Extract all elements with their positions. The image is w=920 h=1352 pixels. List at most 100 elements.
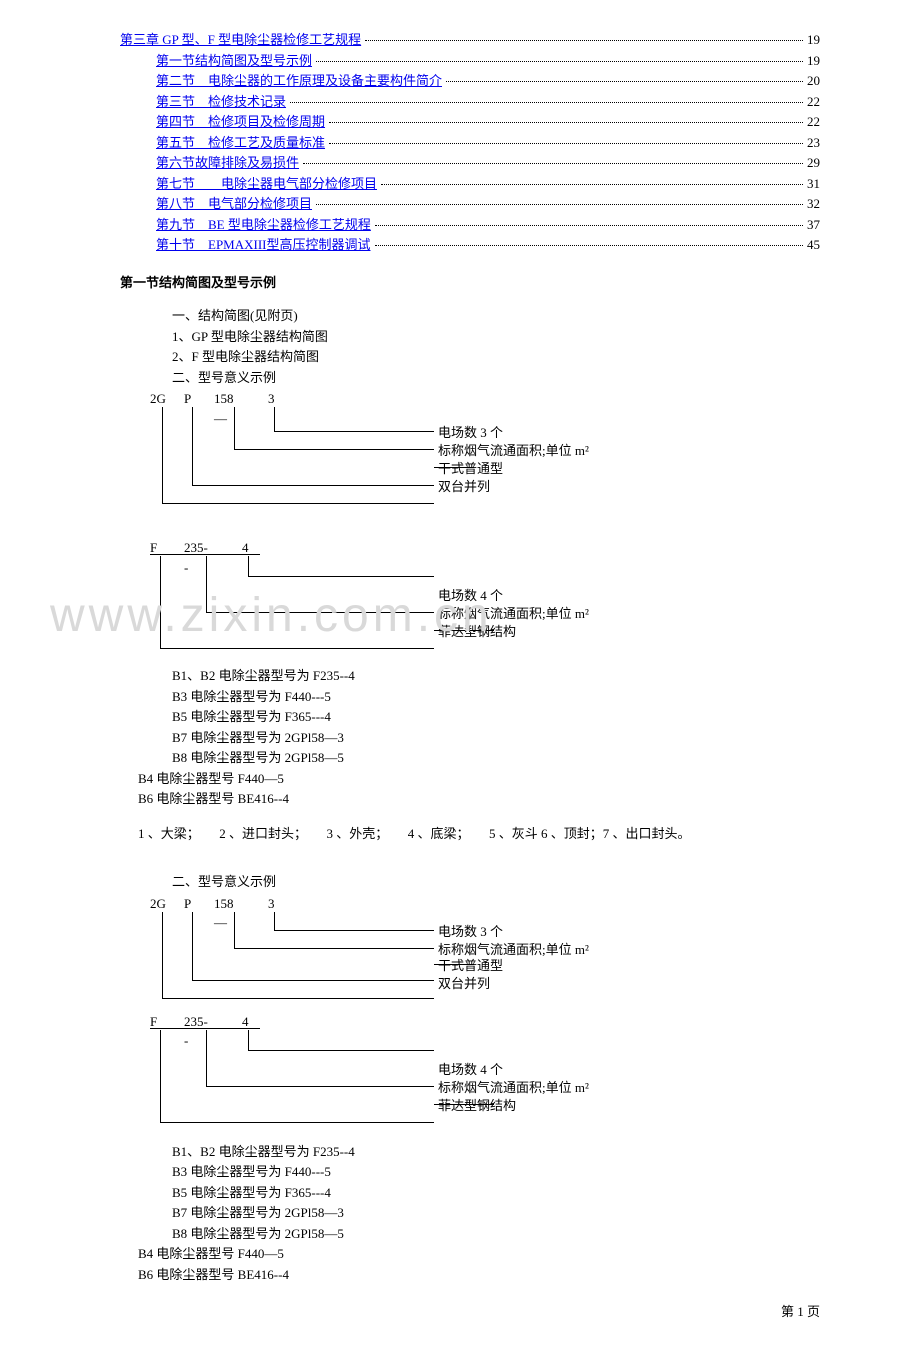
vline xyxy=(192,912,193,980)
vline xyxy=(192,407,193,485)
diagram-gp-2: 2G P 158— 3 电场数 3 个 标称烟气流通面积;单位 m² 干式普通型… xyxy=(150,894,820,1002)
toc-item-line: 第六节故障排除及易损件 29 xyxy=(120,153,820,173)
toc-item-link[interactable]: 第十节 EPMAXIII型高压控制器调试 xyxy=(156,235,371,255)
hline xyxy=(162,998,434,999)
model-line: B7 电除尘器型号为 2GPl58—3 xyxy=(172,728,820,748)
label-mianji: 标称烟气流通面积;单位 m² xyxy=(438,441,589,461)
hline xyxy=(162,503,434,504)
toc-page-num: 45 xyxy=(807,235,820,255)
model-line: B4 电除尘器型号 F440—5 xyxy=(138,1244,820,1264)
toc-item-line: 第十节 EPMAXIII型高压控制器调试 45 xyxy=(120,235,820,255)
vline xyxy=(274,912,275,930)
hline xyxy=(206,612,434,613)
toc-item-link[interactable]: 第四节 检修项目及检修周期 xyxy=(156,112,325,132)
label-dianchang: 电场数 3 个 xyxy=(438,423,503,443)
code-3: 3 xyxy=(268,389,275,409)
diagram-gp-1: 2G P 158— 3 电场数 3 个 标称烟气流通面积;单位 m² 干式普通型… xyxy=(150,389,820,514)
code-2g: 2G xyxy=(150,389,166,409)
model-list-extra: B4 电除尘器型号 F440—5B6 电除尘器型号 BE416--4 xyxy=(120,769,820,809)
hline xyxy=(206,1086,434,1087)
code-p: P xyxy=(184,389,191,409)
model-line: B3 电除尘器型号为 F440---5 xyxy=(172,1162,820,1182)
hline xyxy=(274,930,434,931)
hline xyxy=(234,449,434,450)
toc-item-line: 第七节 电除尘器电气部分检修项目 31 xyxy=(120,174,820,194)
model-line: B3 电除尘器型号为 F440---5 xyxy=(172,687,820,707)
hline xyxy=(192,980,434,981)
hline xyxy=(274,431,434,432)
toc-item-line: 第三节 检修技术记录22 xyxy=(120,92,820,112)
model-line: B8 电除尘器型号为 2GPl58—5 xyxy=(172,748,820,768)
toc-page-num: 29 xyxy=(807,153,820,173)
model-line: B4 电除尘器型号 F440—5 xyxy=(138,769,820,789)
model-line: B1、B2 电除尘器型号为 F235--4 xyxy=(172,666,820,686)
vline xyxy=(160,1030,161,1122)
vline xyxy=(234,912,235,948)
code-2g: 2G xyxy=(150,894,166,914)
hline xyxy=(192,485,434,486)
vline xyxy=(248,556,249,576)
toc-item-link[interactable]: 第六节故障排除及易损件 xyxy=(156,153,299,173)
vline xyxy=(206,556,207,612)
toc-item-line: 第五节 检修工艺及质量标准23 xyxy=(120,133,820,153)
diagram-f-2: F 235-- 4 电场数 4 个 标称烟气流通面积;单位 m² 菲达型钢结构 xyxy=(150,1012,820,1130)
toc-item-link[interactable]: 第二节 电除尘器的工作原理及设备主要构件简介 xyxy=(156,71,442,91)
toc-item-link[interactable]: 第七节 电除尘器电气部分检修项目 xyxy=(156,174,377,194)
vline xyxy=(206,1030,207,1086)
model-list-extra: B4 电除尘器型号 F440—5B6 电除尘器型号 BE416--4 xyxy=(120,1244,820,1284)
model-list: B1、B2 电除尘器型号为 F235--4B3 电除尘器型号为 F440---5… xyxy=(120,1142,820,1244)
toc-item-link[interactable]: 第五节 检修工艺及质量标准 xyxy=(156,133,325,153)
code-158: 158— xyxy=(214,894,234,933)
body-text-line: 二、型号意义示例 xyxy=(172,368,820,388)
model-line: B7 电除尘器型号为 2GPl58—3 xyxy=(172,1203,820,1223)
toc-item-line: 第八节 电气部分检修项目32 xyxy=(120,194,820,214)
toc-item-line: 第一节结构简图及型号示例19 xyxy=(120,51,820,71)
toc-chapter-link[interactable]: 第三章 GP 型、F 型电除尘器检修工艺规程 xyxy=(120,30,361,50)
vline xyxy=(162,407,163,503)
parts-line: 1 、大梁； 2 、进口封头； 3 、外壳； 4 、底梁； 5 、灰斗 6 、顶… xyxy=(138,824,820,844)
hline xyxy=(248,1050,434,1051)
model-line: B1、B2 电除尘器型号为 F235--4 xyxy=(172,1142,820,1162)
toc-page-num: 22 xyxy=(807,112,820,132)
label-mianji2: 标称烟气流通面积;单位 m² xyxy=(438,1078,589,1098)
code-158: 158— xyxy=(214,389,234,428)
toc-item-line: 第二节 电除尘器的工作原理及设备主要构件简介 20 xyxy=(120,71,820,91)
toc: 第三章 GP 型、F 型电除尘器检修工艺规程 19 第一节结构简图及型号示例19… xyxy=(120,30,820,255)
diagram-f-1: F 235-- 4 电场数 4 个 标称烟气流通面积;单位 m² 菲达型钢结构 xyxy=(150,538,820,656)
label-feida: 菲达型钢结构 xyxy=(438,622,516,642)
hline xyxy=(160,1122,434,1123)
toc-item-link[interactable]: 第三节 检修技术记录 xyxy=(156,92,286,112)
label-dianchang4: 电场数 4 个 xyxy=(438,586,503,606)
model-list: B1、B2 电除尘器型号为 F235--4B3 电除尘器型号为 F440---5… xyxy=(120,666,820,768)
toc-item-link[interactable]: 第八节 电气部分检修项目 xyxy=(156,194,312,214)
body-text-line: 2、F 型电除尘器结构简图 xyxy=(172,347,820,367)
toc-page-num: 37 xyxy=(807,215,820,235)
toc-dots xyxy=(365,40,803,41)
label-dianchang: 电场数 3 个 xyxy=(438,922,503,942)
label-shuangtai: 双台并列 xyxy=(438,974,490,994)
vline xyxy=(162,912,163,998)
vline xyxy=(248,1030,249,1050)
model-line: B8 电除尘器型号为 2GPl58—5 xyxy=(172,1224,820,1244)
vline xyxy=(274,407,275,431)
model-line: B5 电除尘器型号为 F365---4 xyxy=(172,707,820,727)
label-putong: 干式普通型 xyxy=(438,459,503,479)
hline xyxy=(234,948,434,949)
toc-dots xyxy=(375,245,804,246)
toc-item-link[interactable]: 第一节结构简图及型号示例 xyxy=(156,51,312,71)
toc-dots xyxy=(316,204,803,205)
toc-page-num: 20 xyxy=(807,71,820,91)
model-line: B6 电除尘器型号 BE416--4 xyxy=(138,789,820,809)
model-line: B6 电除尘器型号 BE416--4 xyxy=(138,1265,820,1285)
label-dianchang4: 电场数 4 个 xyxy=(438,1060,503,1080)
code-3: 3 xyxy=(268,894,275,914)
hline xyxy=(150,554,260,555)
toc-page-num: 31 xyxy=(807,174,820,194)
toc-dots xyxy=(375,225,803,226)
hline xyxy=(150,1028,260,1029)
hline xyxy=(160,648,434,649)
toc-dots xyxy=(290,102,803,103)
toc-dots xyxy=(316,61,803,62)
toc-item-link[interactable]: 第九节 BE 型电除尘器检修工艺规程 xyxy=(156,215,371,235)
label-feida: 菲达型钢结构 xyxy=(438,1096,516,1116)
